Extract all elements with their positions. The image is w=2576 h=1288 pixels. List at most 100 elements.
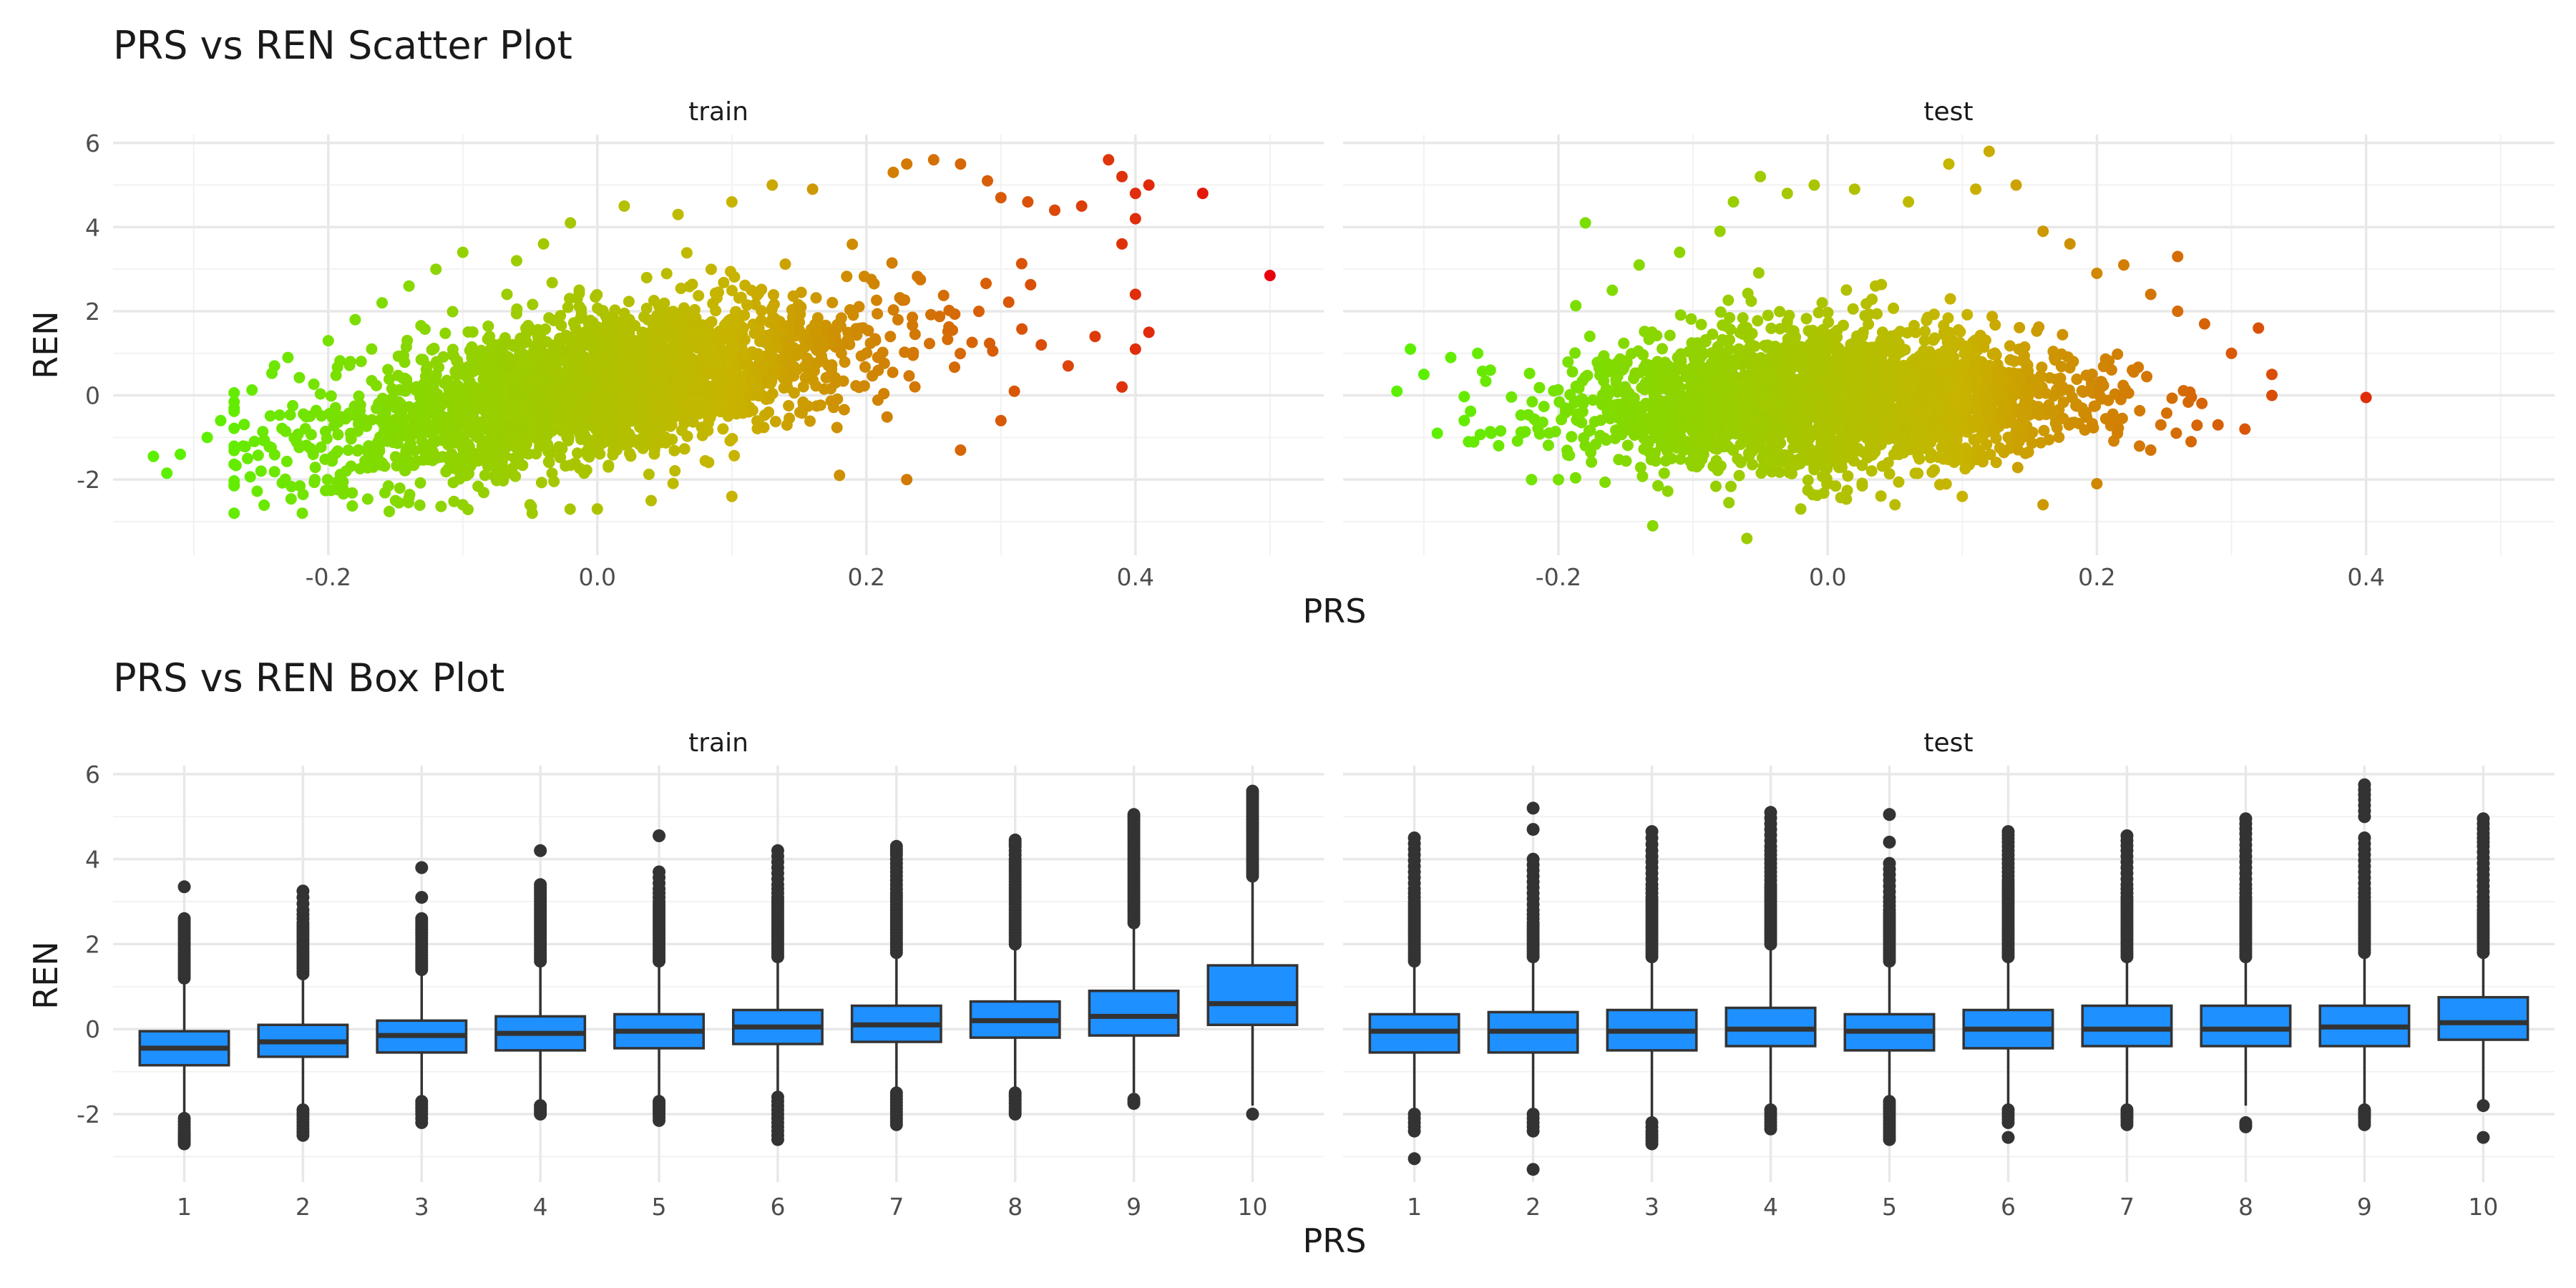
scatter-point xyxy=(2057,396,2069,409)
scatter-point xyxy=(2036,361,2048,374)
scatter-point xyxy=(763,377,775,389)
scatter-point xyxy=(314,388,326,400)
scatter-point xyxy=(1963,449,1976,460)
scatter-point xyxy=(575,308,587,320)
scatter-point xyxy=(887,166,899,178)
scatter-point xyxy=(1722,294,1735,306)
scatter-point xyxy=(645,438,658,450)
scatter-point xyxy=(544,447,556,459)
scatter-point xyxy=(1035,339,1048,351)
scatter-point xyxy=(672,208,684,220)
scatter-point xyxy=(257,426,269,438)
scatter-point xyxy=(1971,371,1983,384)
scatter-point xyxy=(1587,394,1599,406)
scatter-point xyxy=(375,413,387,425)
scatter-point xyxy=(268,466,280,478)
scatter-point xyxy=(751,349,763,361)
scatter-point xyxy=(430,263,442,275)
scatter-point xyxy=(1584,424,1596,436)
scatter-x-tick-label: 0.4 xyxy=(1117,563,1154,591)
scatter-point xyxy=(1847,303,1859,315)
scatter-point xyxy=(640,303,653,314)
scatter-point xyxy=(1576,416,1588,429)
scatter-point xyxy=(667,306,679,318)
scatter-point xyxy=(1990,432,2002,444)
scatter-point xyxy=(595,355,607,367)
scatter-point xyxy=(623,296,635,308)
scatter-point xyxy=(766,302,779,314)
scatter-point xyxy=(1743,451,1755,462)
scatter-point xyxy=(699,455,711,467)
scatter-point xyxy=(816,338,829,350)
scatter-point xyxy=(551,379,563,391)
scatter-point xyxy=(497,384,509,396)
scatter-point xyxy=(1599,476,1611,488)
scatter-point xyxy=(323,408,336,419)
scatter-point xyxy=(2035,436,2047,449)
scatter-point xyxy=(2166,392,2178,404)
scatter-point xyxy=(982,175,993,187)
scatter-point xyxy=(1759,339,1771,351)
scatter-point xyxy=(872,364,884,376)
scatter-point xyxy=(810,292,822,304)
scatter-point xyxy=(742,360,754,372)
scatter-point xyxy=(625,336,638,348)
scatter-point xyxy=(2116,412,2128,424)
scatter-point xyxy=(887,366,899,379)
scatter-point xyxy=(321,432,333,444)
scatter-point xyxy=(853,301,865,313)
scatter-point xyxy=(346,500,358,512)
scatter-point xyxy=(973,306,985,318)
scatter-point xyxy=(2049,352,2060,364)
scatter-point xyxy=(1643,333,1655,346)
scatter-point xyxy=(1875,278,1888,291)
scatter-point xyxy=(683,324,696,336)
scatter-point xyxy=(602,344,615,356)
scatter-point xyxy=(436,434,447,447)
scatter-point xyxy=(753,287,765,299)
scatter-point xyxy=(358,414,370,425)
scatter-point xyxy=(886,257,898,269)
scatter-point xyxy=(794,302,806,313)
scatter-point xyxy=(284,409,296,421)
scatter-point xyxy=(476,362,488,374)
scatter-point xyxy=(670,381,683,394)
scatter-point xyxy=(642,382,653,394)
scatter-point xyxy=(1778,456,1790,468)
scatter-point xyxy=(1618,337,1630,349)
scatter-point xyxy=(655,380,668,392)
scatter-point xyxy=(2055,361,2067,373)
scatter-point xyxy=(567,372,579,384)
scatter-point xyxy=(501,288,513,301)
scatter-point xyxy=(384,505,395,517)
scatter-point xyxy=(847,309,859,321)
scatter-point xyxy=(1103,154,1115,166)
scatter-point xyxy=(1116,238,1128,250)
scatter-point xyxy=(897,294,908,306)
scatter-point xyxy=(1987,422,1999,434)
scatter-point xyxy=(707,298,719,310)
scatter-point xyxy=(811,400,823,412)
scatter-point xyxy=(2080,406,2092,419)
scatter-point xyxy=(1599,432,1611,444)
scatter-point xyxy=(479,469,491,482)
scatter-point xyxy=(1810,461,1822,473)
scatter-point xyxy=(321,474,333,486)
scatter-point xyxy=(1611,357,1623,369)
scatter-point xyxy=(618,200,630,212)
scatter-point xyxy=(498,339,510,351)
scatter-point xyxy=(1598,393,1610,405)
scatter-point xyxy=(1543,427,1555,439)
scatter-point xyxy=(564,503,576,515)
scatter-point xyxy=(2096,376,2108,388)
scatter-point xyxy=(268,449,280,461)
scatter-point xyxy=(2031,325,2043,337)
scatter-point xyxy=(567,317,580,329)
scatter-point xyxy=(942,333,954,346)
scatter-point xyxy=(663,327,675,339)
scatter-point xyxy=(2141,371,2153,383)
scatter-point xyxy=(2134,440,2145,452)
scatter-point xyxy=(1621,439,1634,452)
scatter-point xyxy=(325,484,337,497)
scatter-point xyxy=(366,414,378,426)
